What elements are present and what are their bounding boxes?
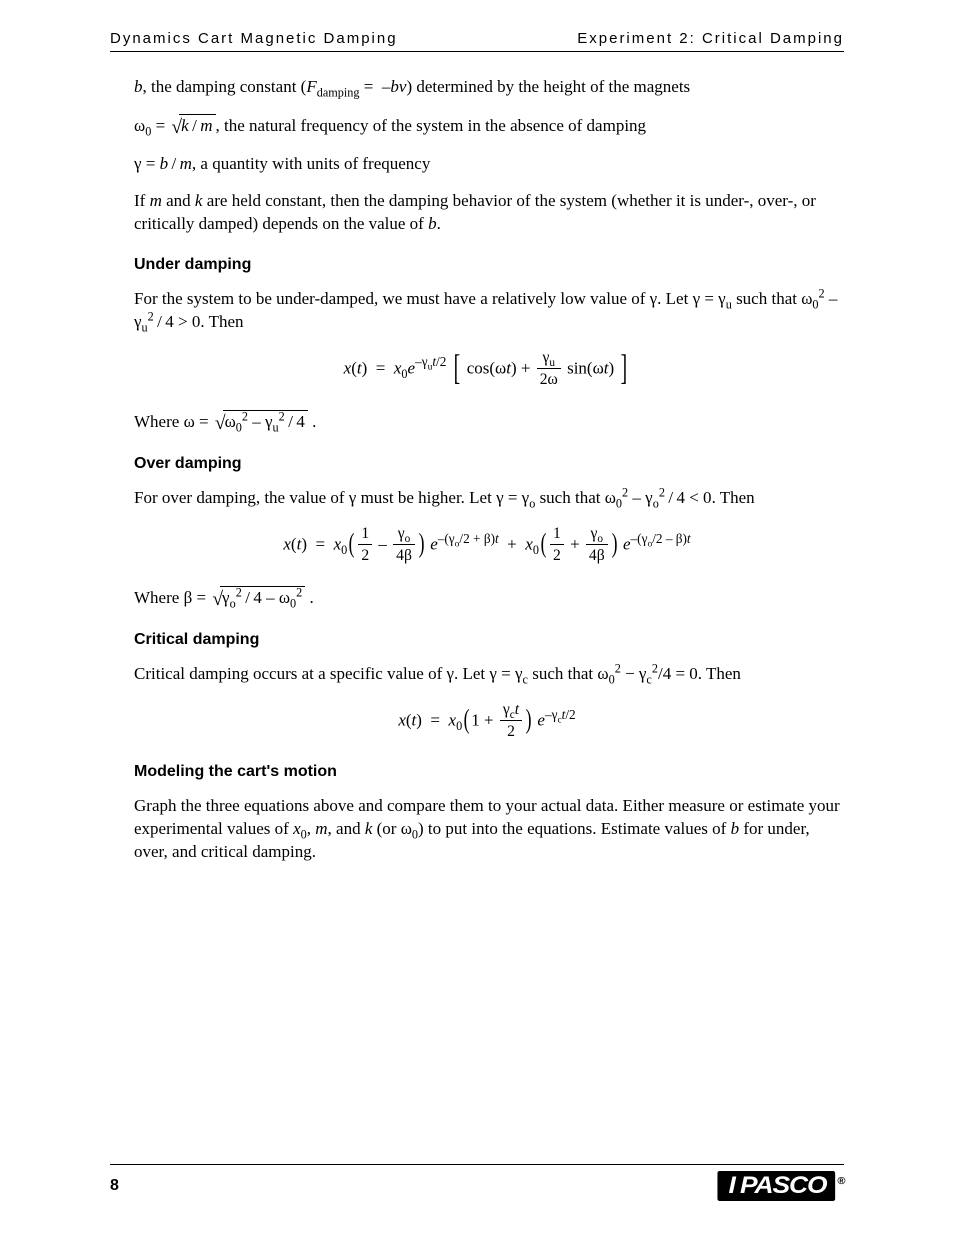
page-number: 8	[110, 1177, 119, 1195]
def-gamma: γ = b / m, a quantity with units of freq…	[134, 153, 840, 176]
heading-over-damping: Over damping	[134, 453, 840, 475]
def-omega0: ω0 = k / m, the natural frequency of the…	[134, 113, 840, 139]
eq-critical: x(t) = x0(1 + γct2) e–γct/2	[134, 700, 840, 743]
if-mk-para: If m and k are held constant, then the d…	[134, 190, 840, 236]
eq-over: x(t) = x0(12 – γo4β) e–(γo/2 + β)t + x0(…	[134, 524, 840, 567]
eq-under: x(t) = x0e–γut/2 [ cos(ωt) + γu2ω sin(ωt…	[134, 348, 840, 391]
page-header: Dynamics Cart Magnetic Damping Experimen…	[110, 30, 844, 51]
modeling-para: Graph the three equations above and comp…	[134, 795, 840, 864]
heading-under-damping: Under damping	[134, 254, 840, 276]
under-where: Where ω = ω02 – γu2 / 4 .	[134, 409, 840, 435]
header-rule	[110, 51, 844, 52]
brand-logo: I PASCO®	[717, 1171, 844, 1201]
header-left: Dynamics Cart Magnetic Damping	[110, 30, 398, 47]
over-where: Where β = γo2 / 4 – ω02 .	[134, 585, 840, 611]
def-b: b, the damping constant (Fdamping = –bv)…	[134, 76, 840, 99]
over-para: For over damping, the value of γ must be…	[134, 487, 840, 510]
heading-critical-damping: Critical damping	[134, 629, 840, 651]
under-para: For the system to be under-damped, we mu…	[134, 288, 840, 334]
critical-para: Critical damping occurs at a specific va…	[134, 663, 840, 686]
header-right: Experiment 2: Critical Damping	[577, 30, 844, 47]
heading-modeling: Modeling the cart's motion	[134, 761, 840, 783]
page: Dynamics Cart Magnetic Damping Experimen…	[0, 0, 954, 1235]
page-body: b, the damping constant (Fdamping = –bv)…	[110, 76, 844, 863]
page-footer: 8 I PASCO®	[110, 1164, 844, 1201]
